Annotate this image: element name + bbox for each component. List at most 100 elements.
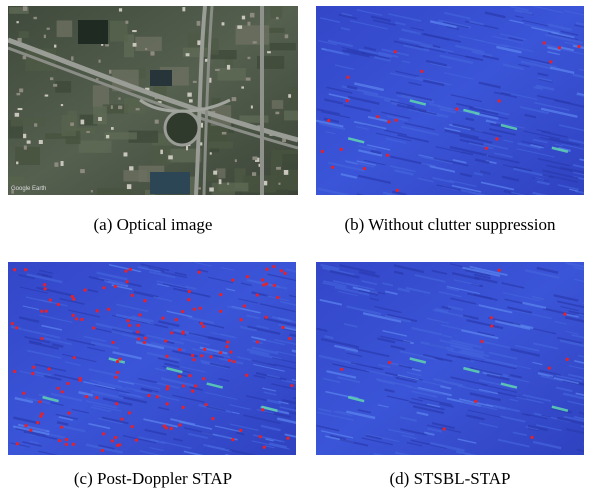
building: [235, 159, 237, 162]
detection: [61, 390, 64, 393]
detection: [66, 382, 69, 385]
detection: [119, 357, 122, 360]
page: {"figure": {"subfigures": [ {"label": "(…: [0, 0, 595, 491]
detection: [262, 283, 265, 286]
clutter-streak: [584, 194, 595, 197]
building: [246, 78, 251, 81]
detection: [83, 289, 86, 292]
background: [316, 6, 584, 195]
detection: [72, 314, 75, 317]
building: [61, 104, 63, 106]
detection: [170, 427, 173, 430]
detection: [498, 99, 501, 102]
detection: [181, 331, 184, 334]
detection: [188, 290, 191, 293]
detection: [166, 385, 169, 388]
building: [61, 161, 64, 166]
building: [186, 146, 188, 150]
building: [209, 187, 214, 191]
detection: [124, 269, 127, 272]
detection: [192, 358, 195, 361]
clutter-streak: [225, 455, 249, 460]
caption: (a) Optical image: [94, 215, 213, 234]
radar-content: [316, 6, 595, 201]
caption-label: (a): [94, 215, 113, 234]
detection: [219, 310, 222, 313]
building: [145, 48, 147, 50]
building: [86, 131, 89, 133]
detection: [175, 318, 178, 321]
detection: [80, 318, 83, 321]
field: [97, 188, 133, 204]
detection: [420, 70, 423, 73]
building: [70, 123, 74, 126]
detection: [443, 427, 446, 430]
building: [127, 184, 131, 189]
detection: [229, 350, 232, 353]
detection: [193, 308, 196, 311]
caption: (d) STSBL-STAP: [390, 469, 511, 488]
detection: [128, 324, 131, 327]
detection: [202, 325, 205, 328]
building: [118, 97, 120, 99]
detection: [209, 355, 212, 358]
detection: [490, 324, 493, 327]
detection: [288, 337, 291, 340]
detection: [13, 268, 16, 271]
building: [186, 53, 190, 56]
detection: [246, 275, 249, 278]
detection: [474, 400, 477, 403]
detection: [111, 439, 114, 442]
detection: [96, 309, 99, 312]
field: [19, 31, 29, 38]
field: [135, 37, 162, 51]
detection: [321, 150, 324, 153]
detection: [126, 319, 129, 322]
clutter-streak: [461, 455, 492, 462]
detection: [396, 189, 399, 192]
detection: [198, 271, 201, 274]
detection: [48, 367, 51, 370]
field: [123, 170, 147, 181]
detection: [22, 392, 25, 395]
detection: [211, 417, 214, 420]
clutter-streak: [357, 194, 387, 200]
building: [278, 183, 280, 185]
building: [109, 70, 112, 74]
detection: [205, 403, 208, 406]
detection: [256, 340, 259, 343]
building: [276, 167, 281, 170]
field: [284, 111, 311, 121]
detection: [114, 376, 117, 379]
caption: (c) Post-Doppler STAP: [74, 469, 232, 488]
building: [50, 77, 53, 80]
building: [81, 120, 85, 125]
figure: Google Earth (a) Optical image (b) Witho…: [0, 0, 595, 491]
building: [119, 8, 122, 11]
detection: [57, 387, 60, 390]
detection: [178, 375, 181, 378]
detection: [107, 308, 110, 311]
detection: [40, 337, 43, 340]
detection: [280, 269, 283, 272]
building: [54, 162, 58, 166]
detection: [187, 298, 190, 301]
field: [11, 118, 45, 126]
building: [288, 94, 291, 98]
detection: [58, 439, 61, 442]
radar-image: [316, 262, 595, 462]
detection: [346, 76, 349, 79]
building: [125, 21, 128, 24]
detection: [239, 429, 242, 432]
detection: [286, 437, 289, 440]
detection: [290, 384, 293, 387]
building: [15, 113, 19, 117]
detection: [143, 341, 146, 344]
detection: [143, 299, 146, 302]
detection: [200, 322, 203, 325]
building: [232, 97, 237, 101]
building: [264, 181, 267, 185]
detection: [116, 360, 119, 363]
detection: [281, 326, 284, 329]
detection: [136, 330, 139, 333]
